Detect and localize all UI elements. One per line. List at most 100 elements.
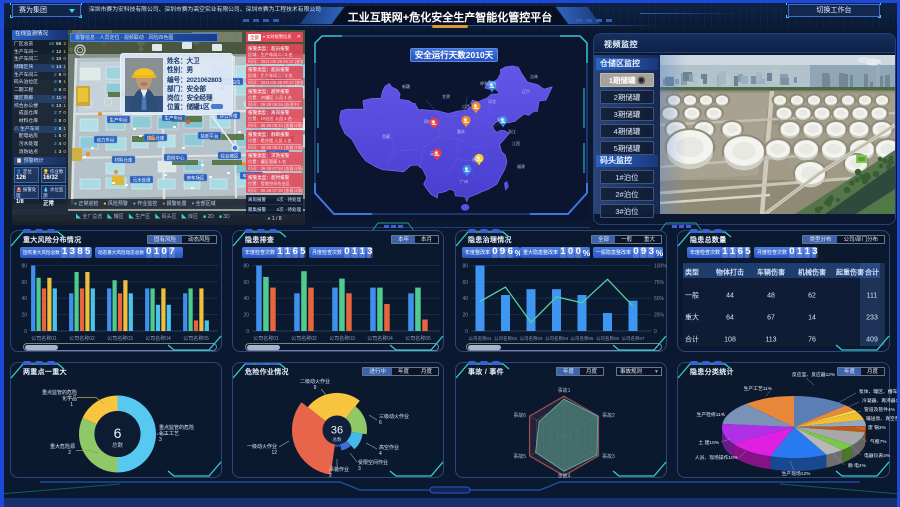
svg-text:60: 60 bbox=[462, 280, 468, 286]
svg-text:山西: 山西 bbox=[462, 103, 470, 109]
svg-text:浙江: 浙江 bbox=[508, 128, 516, 134]
svg-text:44: 44 bbox=[726, 293, 734, 300]
svg-text:起重伤害: 起重伤害 bbox=[835, 268, 864, 277]
svg-text:0: 0 bbox=[246, 329, 249, 335]
svg-text:公司名称04: 公司名称04 bbox=[145, 335, 171, 342]
svg-text:409: 409 bbox=[866, 337, 878, 344]
svg-text:装卸平台: 装卸平台 bbox=[201, 132, 219, 139]
svg-text:云南: 云南 bbox=[430, 150, 438, 156]
svg-text:成品仓库: 成品仓库 bbox=[147, 134, 165, 141]
svg-text:公司名称03: 公司名称03 bbox=[329, 335, 355, 342]
svg-text:公司名称04: 公司名称04 bbox=[367, 335, 393, 342]
svg-text:四川: 四川 bbox=[424, 119, 432, 124]
svg-text:呼和浩特: 呼和浩特 bbox=[480, 80, 496, 86]
svg-text:36: 36 bbox=[331, 425, 343, 437]
svg-text:公司名称05: 公司名称05 bbox=[570, 335, 594, 342]
svg-text:50%: 50% bbox=[654, 296, 665, 302]
svg-text:233: 233 bbox=[866, 315, 878, 322]
svg-text:江西: 江西 bbox=[512, 140, 520, 146]
svg-text:事故4: 事故4 bbox=[558, 473, 571, 480]
svg-text:40: 40 bbox=[243, 296, 249, 302]
svg-text:公司名称05: 公司名称05 bbox=[183, 335, 209, 342]
svg-text:重大: 重大 bbox=[685, 313, 699, 322]
svg-text:贵州: 贵州 bbox=[472, 156, 480, 162]
svg-text:14: 14 bbox=[808, 315, 816, 322]
svg-text:辽宁: 辽宁 bbox=[522, 88, 530, 94]
svg-text:60: 60 bbox=[21, 280, 27, 286]
svg-text:48: 48 bbox=[767, 293, 775, 300]
svg-text:事故5: 事故5 bbox=[513, 453, 526, 460]
svg-text:广州: 广州 bbox=[460, 178, 468, 184]
svg-text:车辆伤害: 车辆伤害 bbox=[757, 268, 785, 277]
svg-text:新疆: 新疆 bbox=[402, 83, 410, 89]
svg-text:物体打击: 物体打击 bbox=[716, 268, 744, 277]
svg-text:甘肃: 甘肃 bbox=[442, 93, 450, 99]
svg-text:0: 0 bbox=[654, 329, 657, 335]
svg-text:公司名称03: 公司名称03 bbox=[107, 335, 133, 342]
svg-text:西藏: 西藏 bbox=[382, 133, 390, 139]
svg-text:事故1: 事故1 bbox=[558, 387, 571, 394]
svg-text:合计: 合计 bbox=[685, 335, 699, 344]
svg-text:办公大楼: 办公大楼 bbox=[220, 112, 238, 119]
svg-text:公司名称03: 公司名称03 bbox=[519, 335, 543, 342]
svg-text:生产工艺11%: 生产工艺11% bbox=[744, 385, 773, 392]
svg-text:土 建10%: 土 建10% bbox=[698, 439, 719, 446]
svg-text:公司名称01: 公司名称01 bbox=[468, 335, 492, 342]
svg-text:生产车间: 生产车间 bbox=[165, 114, 183, 121]
svg-text:公司名称04: 公司名称04 bbox=[545, 335, 569, 342]
svg-text:108: 108 bbox=[724, 337, 736, 344]
svg-text:25%: 25% bbox=[654, 313, 665, 319]
svg-text:污水处理: 污水处理 bbox=[133, 176, 151, 183]
svg-text:综合楼区: 综合楼区 bbox=[221, 152, 239, 159]
svg-text:气瓶7%: 气瓶7% bbox=[870, 438, 887, 445]
svg-text:76: 76 bbox=[808, 337, 816, 344]
svg-text:输送泵、真空泵3%: 输送泵、真空泵3% bbox=[866, 415, 900, 422]
svg-text:质检中心: 质检中心 bbox=[167, 154, 185, 161]
svg-text:20: 20 bbox=[243, 313, 249, 319]
svg-text:生产车间: 生产车间 bbox=[110, 116, 128, 123]
svg-text:一般: 一般 bbox=[685, 291, 699, 300]
svg-text:100%: 100% bbox=[654, 264, 667, 270]
svg-text:废 锅3%: 废 锅3% bbox=[868, 424, 887, 431]
svg-text:事故6: 事故6 bbox=[513, 412, 526, 419]
svg-text:6: 6 bbox=[114, 425, 122, 441]
svg-text:总数: 总数 bbox=[112, 441, 124, 449]
svg-text:管道及管件4%: 管道及管件4% bbox=[864, 406, 896, 413]
svg-text:重庆: 重庆 bbox=[457, 128, 465, 134]
svg-text:事故3: 事故3 bbox=[602, 453, 615, 460]
svg-text:生产现场12%: 生产现场12% bbox=[782, 470, 812, 477]
svg-text:泵体、罐区、槽车3%: 泵体、罐区、槽车3% bbox=[859, 388, 900, 395]
svg-text:60: 60 bbox=[243, 280, 249, 286]
svg-text:公司名称06: 公司名称06 bbox=[596, 335, 620, 342]
svg-text:64: 64 bbox=[726, 315, 734, 322]
svg-text:75%: 75% bbox=[654, 280, 665, 286]
svg-text:公司名称01: 公司名称01 bbox=[31, 335, 57, 342]
svg-text:公司名称05: 公司名称05 bbox=[405, 335, 431, 342]
svg-text:合计: 合计 bbox=[864, 268, 879, 277]
svg-text:公司名称02: 公司名称02 bbox=[69, 335, 95, 342]
svg-text:静 电4%: 静 电4% bbox=[848, 462, 867, 469]
svg-text:公司名称02: 公司名称02 bbox=[494, 335, 518, 342]
svg-text:动力车间: 动力车间 bbox=[97, 136, 115, 143]
svg-text:67: 67 bbox=[767, 315, 775, 322]
svg-text:113: 113 bbox=[765, 337, 776, 344]
svg-text:冷凝器、再沸器1%: 冷凝器、再沸器1% bbox=[862, 397, 900, 404]
svg-text:反应釜、反应器12%: 反应釜、反应器12% bbox=[792, 371, 836, 378]
svg-text:公司名称07: 公司名称07 bbox=[621, 335, 645, 342]
svg-text:80: 80 bbox=[462, 264, 468, 270]
svg-text:人员、现场操作10%: 人员、现场操作10% bbox=[695, 454, 739, 461]
svg-text:20: 20 bbox=[462, 313, 468, 319]
svg-text:111: 111 bbox=[867, 293, 878, 300]
svg-text:80: 80 bbox=[21, 264, 27, 270]
svg-text:事故2: 事故2 bbox=[602, 412, 615, 419]
svg-text:62: 62 bbox=[808, 293, 816, 300]
svg-text:40: 40 bbox=[462, 296, 468, 302]
svg-text:材料仓库: 材料仓库 bbox=[115, 156, 133, 163]
